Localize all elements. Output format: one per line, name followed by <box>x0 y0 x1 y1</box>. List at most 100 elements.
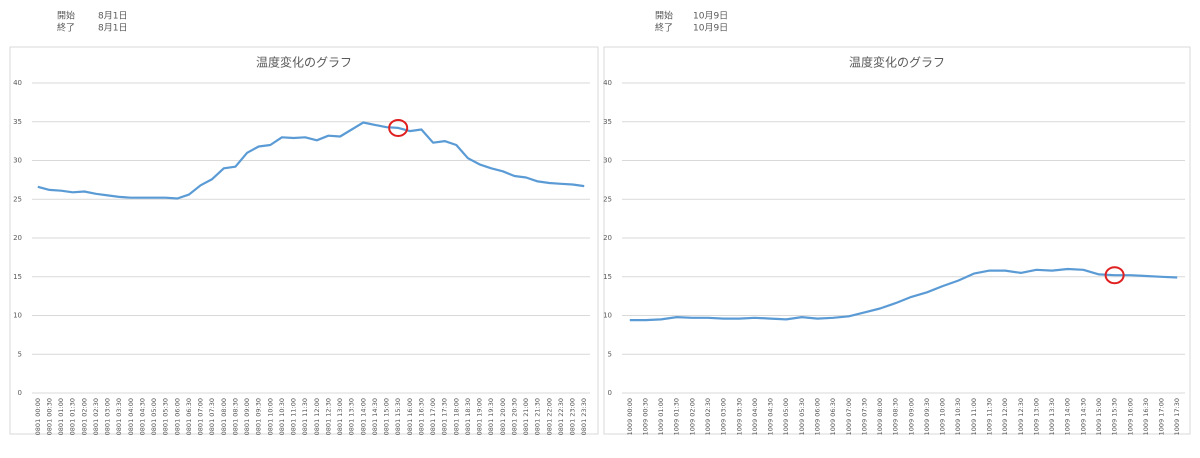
x-tick-label: 0801 23:30 <box>580 398 588 435</box>
x-tick-label: 1009 05:00 <box>782 398 790 435</box>
x-tick-label: 0801 02:00 <box>80 398 88 435</box>
x-tick-label: 0801 11:30 <box>301 398 309 435</box>
chart-panel <box>603 46 1191 435</box>
y-tick-label: 35 <box>603 118 612 126</box>
x-tick-label: 0801 03:00 <box>104 398 112 435</box>
y-tick-label: 30 <box>13 157 22 165</box>
x-tick-label: 1009 08:00 <box>876 398 884 435</box>
y-tick-label: 35 <box>13 118 22 126</box>
temperature-line <box>37 121 585 200</box>
x-tick-label: 1009 15:30 <box>1111 398 1119 435</box>
x-tick-label: 1009 09:30 <box>923 398 931 435</box>
highlight-circle <box>388 118 409 137</box>
x-tick-label: 1009 06:30 <box>829 398 837 435</box>
x-tick-label: 1009 13:30 <box>1048 398 1056 435</box>
x-tick-label: 0801 15:30 <box>394 398 402 435</box>
chart-panel <box>9 46 599 435</box>
range-value: 10月9日 <box>693 11 728 22</box>
y-tick-label: 25 <box>603 195 612 203</box>
x-tick-label: 1009 17:00 <box>1158 398 1166 435</box>
y-tick-label: 20 <box>603 234 612 242</box>
x-tick-label: 0801 01:30 <box>69 398 77 435</box>
x-tick-label: 0801 06:00 <box>173 398 181 435</box>
x-tick-label: 0801 00:00 <box>34 398 42 435</box>
x-tick-label: 0801 05:30 <box>162 398 170 435</box>
x-tick-label: 0801 14:00 <box>359 398 367 435</box>
x-tick-label: 1009 03:30 <box>735 398 743 435</box>
x-tick-label: 1009 14:30 <box>1079 398 1087 435</box>
x-tick-label: 0801 07:30 <box>208 398 216 435</box>
x-tick-label: 1009 07:00 <box>845 398 853 435</box>
x-tick-label: 0801 09:30 <box>255 398 263 435</box>
x-tick-label: 0801 16:30 <box>417 398 425 435</box>
x-tick-label: 0801 18:00 <box>452 398 460 435</box>
range-label: 終了 <box>57 22 75 34</box>
y-tick-label: 10 <box>13 312 22 320</box>
x-tick-label: 1009 10:30 <box>954 398 962 435</box>
x-tick-label: 1009 01:00 <box>657 398 665 435</box>
x-tick-label: 1009 11:00 <box>970 398 978 435</box>
x-tick-label: 0801 20:30 <box>510 398 518 435</box>
y-tick-label: 0 <box>18 389 22 397</box>
x-tick-label: 0801 07:00 <box>197 398 205 435</box>
x-tick-label: 1009 08:30 <box>892 398 900 435</box>
x-tick-label: 0801 09:00 <box>243 398 251 435</box>
x-tick-label: 0801 02:30 <box>92 398 100 435</box>
x-tick-label: 0801 04:30 <box>138 398 146 435</box>
temperature-line <box>629 267 1178 322</box>
range-value: 10月9日 <box>693 23 728 34</box>
y-tick-label: 40 <box>603 79 612 87</box>
y-tick-label: 15 <box>13 273 22 281</box>
range-label: 終了 <box>655 22 673 34</box>
x-tick-label: 1009 03:00 <box>720 398 728 435</box>
x-tick-label: 1009 06:00 <box>813 398 821 435</box>
x-tick-label: 1009 14:00 <box>1064 398 1072 435</box>
x-tick-label: 0801 12:30 <box>324 398 332 435</box>
x-tick-label: 0801 06:30 <box>185 398 193 435</box>
x-tick-label: 0801 23:00 <box>569 398 577 435</box>
x-tick-label: 1009 07:30 <box>860 398 868 435</box>
x-tick-label: 1009 04:00 <box>751 398 759 435</box>
x-tick-label: 0801 19:00 <box>476 398 484 435</box>
x-tick-label: 0801 03:30 <box>115 398 123 435</box>
x-tick-label: 1009 01:30 <box>673 398 681 435</box>
x-tick-label: 1009 02:30 <box>704 398 712 435</box>
chart-title: 温度変化のグラフ <box>256 55 352 70</box>
x-tick-label: 0801 08:00 <box>220 398 228 435</box>
x-tick-label: 1009 00:00 <box>626 398 634 435</box>
x-tick-label: 0801 18:30 <box>464 398 472 435</box>
x-tick-label: 1009 09:00 <box>907 398 915 435</box>
x-tick-label: 0801 16:00 <box>406 398 414 435</box>
range-label: 開始 <box>655 10 673 22</box>
x-tick-label: 0801 21:30 <box>534 398 542 435</box>
x-tick-label: 1009 13:00 <box>1032 398 1040 435</box>
x-tick-label: 1009 17:30 <box>1173 398 1181 435</box>
x-tick-label: 0801 10:30 <box>278 398 286 435</box>
x-tick-label: 0801 19:30 <box>487 398 495 435</box>
x-tick-label: 1009 11:30 <box>986 398 994 435</box>
x-tick-label: 0801 20:00 <box>499 398 507 435</box>
y-tick-label: 30 <box>603 157 612 165</box>
y-tick-label: 20 <box>13 234 22 242</box>
x-tick-label: 0801 14:30 <box>371 398 379 435</box>
x-tick-label: 0801 04:00 <box>127 398 135 435</box>
x-tick-label: 0801 13:00 <box>336 398 344 435</box>
x-tick-label: 0801 00:30 <box>45 398 53 435</box>
range-value: 8月1日 <box>98 11 127 22</box>
y-tick-label: 5 <box>18 350 22 358</box>
y-tick-label: 5 <box>608 350 612 358</box>
x-tick-label: 0801 01:00 <box>57 398 65 435</box>
x-tick-label: 1009 00:30 <box>641 398 649 435</box>
x-tick-label: 0801 12:00 <box>313 398 321 435</box>
x-tick-label: 1009 12:00 <box>1001 398 1009 435</box>
range-value: 8月1日 <box>98 23 127 34</box>
chart-title: 温度変化のグラフ <box>849 55 945 70</box>
range-label: 開始 <box>57 10 75 22</box>
x-tick-label: 0801 11:00 <box>290 398 298 435</box>
y-tick-label: 0 <box>608 389 612 397</box>
x-tick-label: 0801 10:00 <box>266 398 274 435</box>
x-tick-label: 0801 22:30 <box>557 398 565 435</box>
x-tick-label: 0801 05:00 <box>150 398 158 435</box>
y-tick-label: 15 <box>603 273 612 281</box>
